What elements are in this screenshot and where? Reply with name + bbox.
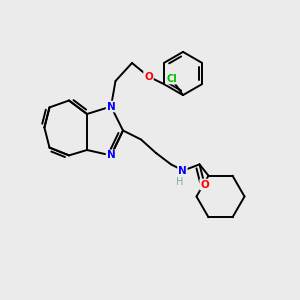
Text: O: O xyxy=(200,179,209,190)
Text: N: N xyxy=(178,166,187,176)
Text: N: N xyxy=(106,101,116,112)
Text: H: H xyxy=(176,177,183,188)
Text: N: N xyxy=(106,150,116,161)
Text: O: O xyxy=(144,71,153,82)
Text: Cl: Cl xyxy=(166,74,177,84)
